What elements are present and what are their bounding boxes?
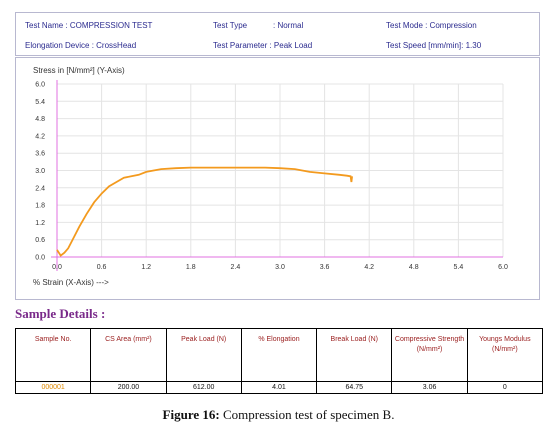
x-tick-label: 4.8 — [409, 264, 419, 271]
y-tick-label: 3.6 — [35, 151, 45, 158]
y-axis-label: Stress in [N/mm²] (Y-Axis) — [33, 66, 125, 75]
x-tick-label: 5.4 — [454, 264, 464, 271]
y-tick-label: 0.0 — [35, 255, 45, 262]
col-peak-load: Peak Load (N) — [165, 328, 242, 382]
test-mode: Test Mode : Compression — [386, 21, 477, 30]
col-sample-no: Sample No. — [14, 328, 92, 382]
sample-details-title: Sample Details : — [15, 306, 106, 321]
x-tick-label: 0.6 — [97, 264, 107, 271]
table-header-row: Sample No. CS Area (mm²) Peak Load (N) %… — [14, 328, 544, 382]
x-tick-label: 4.2 — [364, 264, 374, 271]
chart-ticks: 0.0 0.6 1.2 1.8 2.4 3.0 3.6 4.2 4.8 5.4 6.0 0.0 0.6 1… — [35, 82, 508, 272]
y-tick-label: 6.0 — [35, 82, 45, 89]
x-tick-label: 3.6 — [320, 264, 330, 271]
cell-cs-area: 200.00 — [90, 381, 167, 394]
caption-label: Figure 16: — [162, 407, 220, 422]
x-tick-label: 1.2 — [141, 264, 151, 271]
col-youngs-modulus: Youngs Modulus (N/mm²) — [466, 328, 544, 382]
y-tick-label: 3.0 — [35, 168, 45, 175]
table-row: 000001 200.00 612.00 4.01 64.75 3.06 0 — [14, 381, 544, 394]
chart-axes — [51, 80, 503, 271]
x-tick-label: 6.0 — [498, 264, 508, 271]
test-name: Test Name : COMPRESSION TEST — [25, 21, 153, 30]
test-parameter: Test Parameter : Peak Load — [213, 41, 313, 50]
y-tick-label: 1.2 — [35, 220, 45, 227]
y-tick-label: 2.4 — [35, 185, 45, 192]
test-type-value: : Normal — [273, 21, 304, 30]
cell-sample-no: 000001 — [14, 381, 92, 394]
col-elongation: % Elongation — [240, 328, 318, 382]
x-tick-label: 3.0 — [275, 264, 285, 271]
col-break-load: Break Load (N) — [316, 328, 393, 382]
col-cs-area: CS Area (mm²) — [90, 328, 167, 382]
cell-youngs-modulus: 0 — [466, 381, 544, 394]
y-tick-label: 5.4 — [35, 99, 45, 106]
stress-strain-curve — [56, 166, 353, 257]
x-tick-label: 1.8 — [186, 264, 196, 271]
x-tick-label: 0.0 — [52, 264, 62, 271]
elongation-device: Elongation Device : CrossHead — [25, 41, 137, 50]
sample-details-table: Sample No. CS Area (mm²) Peak Load (N) %… — [14, 328, 544, 394]
cell-peak-load: 612.00 — [165, 381, 242, 394]
y-tick-label: 4.8 — [35, 116, 45, 123]
x-axis-label: % Strain (X-Axis) ---> — [33, 278, 109, 287]
cell-compressive-strength: 3.06 — [391, 381, 468, 394]
caption-text: Compression test of specimen B. — [222, 407, 395, 422]
test-header: Test Name : COMPRESSION TEST Elongation … — [15, 12, 540, 56]
plot-frame — [15, 57, 540, 300]
test-speed: Test Speed [mm/min]: 1.30 — [386, 41, 482, 50]
y-tick-label: 4.2 — [35, 133, 45, 140]
x-tick-label: 2.4 — [231, 264, 241, 271]
col-compressive-strength: Compressive Strength (N/mm²) — [391, 328, 468, 382]
chart-grid — [57, 83, 504, 257]
y-tick-label: 1.8 — [35, 203, 45, 210]
y-tick-label: 0.6 — [35, 237, 45, 244]
cell-elongation: 4.01 — [240, 381, 318, 394]
cell-break-load: 64.75 — [316, 381, 393, 394]
figure-caption: Figure 16: Compression test of specimen … — [0, 407, 557, 423]
test-type-label: Test Type — [213, 21, 248, 30]
